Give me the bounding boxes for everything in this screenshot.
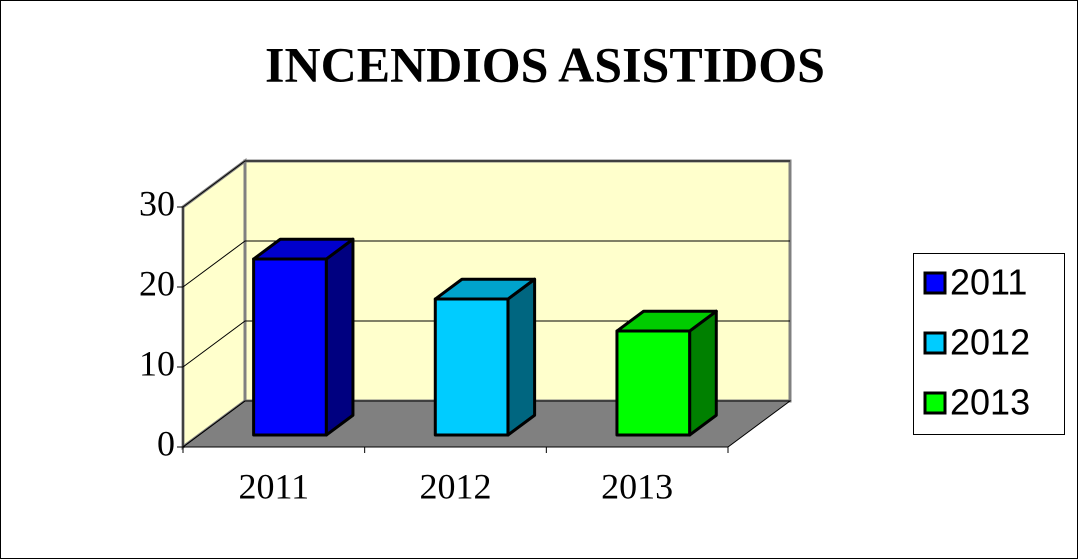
legend-swatch bbox=[923, 331, 947, 355]
x-tick-label: 2013 bbox=[601, 466, 673, 506]
bar-front bbox=[252, 257, 328, 437]
legend-swatch bbox=[923, 271, 947, 295]
grid-line bbox=[182, 320, 790, 368]
bar-front bbox=[615, 329, 692, 437]
bar bbox=[433, 277, 537, 437]
chart-title: INCENDIOS ASISTIDOS bbox=[265, 36, 825, 92]
y-tick-label: 0 bbox=[157, 423, 175, 463]
grid-line bbox=[182, 400, 790, 448]
bar bbox=[252, 237, 355, 437]
x-tick-label: 2011 bbox=[238, 466, 309, 506]
legend-label: 2012 bbox=[950, 322, 1030, 363]
bar-front bbox=[433, 297, 510, 437]
bar-side bbox=[506, 277, 537, 437]
bar bbox=[615, 309, 718, 437]
x-tick-label: 2012 bbox=[420, 466, 492, 506]
y-tick-label: 20 bbox=[139, 263, 175, 303]
legend-label: 2013 bbox=[950, 382, 1030, 423]
y-tick-label: 10 bbox=[139, 343, 175, 383]
grid-line bbox=[182, 240, 790, 288]
grid-line bbox=[182, 160, 790, 208]
y-tick-label: 30 bbox=[139, 183, 175, 223]
side-wall bbox=[181, 158, 247, 450]
legend-swatch bbox=[923, 391, 947, 415]
legend-label: 2011 bbox=[950, 262, 1027, 303]
bar-side bbox=[324, 237, 355, 437]
